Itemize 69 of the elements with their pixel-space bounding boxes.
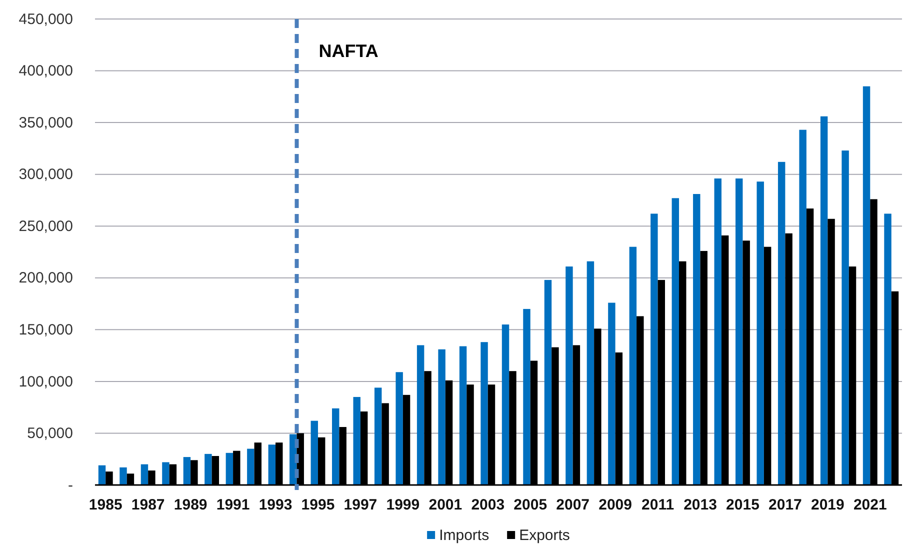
bar bbox=[396, 372, 403, 485]
bar bbox=[416, 345, 424, 485]
bar bbox=[586, 261, 594, 485]
bar bbox=[608, 302, 616, 485]
x-tick-label: 2013 bbox=[684, 496, 717, 514]
bar bbox=[756, 182, 764, 485]
bar bbox=[332, 408, 340, 485]
y-tick-label: 50,000 bbox=[27, 425, 73, 442]
y-tick-label: 300,000 bbox=[18, 166, 73, 184]
bar bbox=[459, 346, 467, 485]
bar bbox=[629, 246, 637, 485]
bar bbox=[714, 178, 722, 485]
bar bbox=[162, 462, 170, 485]
bar bbox=[842, 150, 849, 485]
bar bbox=[268, 444, 276, 485]
ref-line-label: NAFTA bbox=[318, 41, 378, 61]
x-tick-label: 2009 bbox=[598, 496, 632, 514]
bar bbox=[226, 452, 234, 485]
bar bbox=[120, 467, 127, 485]
x-tick-label: 2017 bbox=[768, 496, 802, 514]
bar bbox=[884, 214, 892, 485]
bar bbox=[204, 454, 212, 485]
x-tick-label: 1989 bbox=[174, 496, 208, 514]
y-tick-label: 250,000 bbox=[18, 218, 73, 235]
x-tick-label: 2003 bbox=[471, 496, 505, 514]
bar bbox=[862, 86, 870, 485]
bar bbox=[183, 457, 191, 485]
legend-label: Imports bbox=[439, 527, 490, 544]
bar bbox=[544, 280, 552, 485]
bar bbox=[98, 465, 106, 485]
bar bbox=[353, 396, 360, 485]
x-tick-label: 1999 bbox=[386, 496, 420, 514]
x-tick-label: 1997 bbox=[344, 496, 378, 514]
x-tick-label: 2015 bbox=[726, 496, 760, 514]
bar bbox=[650, 214, 658, 485]
legend-label: Exports bbox=[519, 527, 570, 544]
x-tick-label: 1991 bbox=[216, 496, 250, 514]
x-tick-label: 2007 bbox=[556, 496, 590, 514]
bar bbox=[480, 342, 488, 485]
bar bbox=[778, 162, 786, 485]
y-tick-label: 200,000 bbox=[18, 270, 73, 287]
y-tick-label: 350,000 bbox=[18, 114, 73, 132]
y-tick-label: 400,000 bbox=[18, 62, 73, 80]
y-tick-label: 150,000 bbox=[18, 321, 73, 338]
bar bbox=[672, 198, 680, 485]
y-tick-label: - bbox=[68, 476, 73, 494]
bar bbox=[820, 116, 828, 485]
x-tick-label: 2001 bbox=[428, 496, 462, 514]
bar bbox=[736, 178, 743, 485]
bar bbox=[140, 464, 148, 485]
bar bbox=[693, 194, 700, 485]
bar bbox=[438, 349, 446, 485]
bar bbox=[374, 388, 382, 485]
x-tick-label: 1987 bbox=[131, 496, 165, 514]
x-tick-label: 1985 bbox=[88, 496, 122, 514]
x-tick-label: 1995 bbox=[301, 496, 335, 514]
y-tick-label: 100,000 bbox=[18, 373, 73, 390]
x-tick-label: 1993 bbox=[258, 496, 292, 514]
bar bbox=[799, 130, 806, 485]
bar bbox=[310, 420, 318, 485]
y-tick-label: 450,000 bbox=[18, 10, 73, 28]
bar bbox=[523, 308, 530, 485]
x-tick-label: 2021 bbox=[853, 496, 887, 514]
x-tick-label: 2019 bbox=[810, 496, 844, 514]
bar bbox=[247, 448, 254, 485]
bar bbox=[502, 324, 510, 485]
bar bbox=[566, 266, 573, 485]
x-tick-label: 2005 bbox=[514, 496, 548, 514]
x-tick-label: 2011 bbox=[642, 496, 674, 514]
